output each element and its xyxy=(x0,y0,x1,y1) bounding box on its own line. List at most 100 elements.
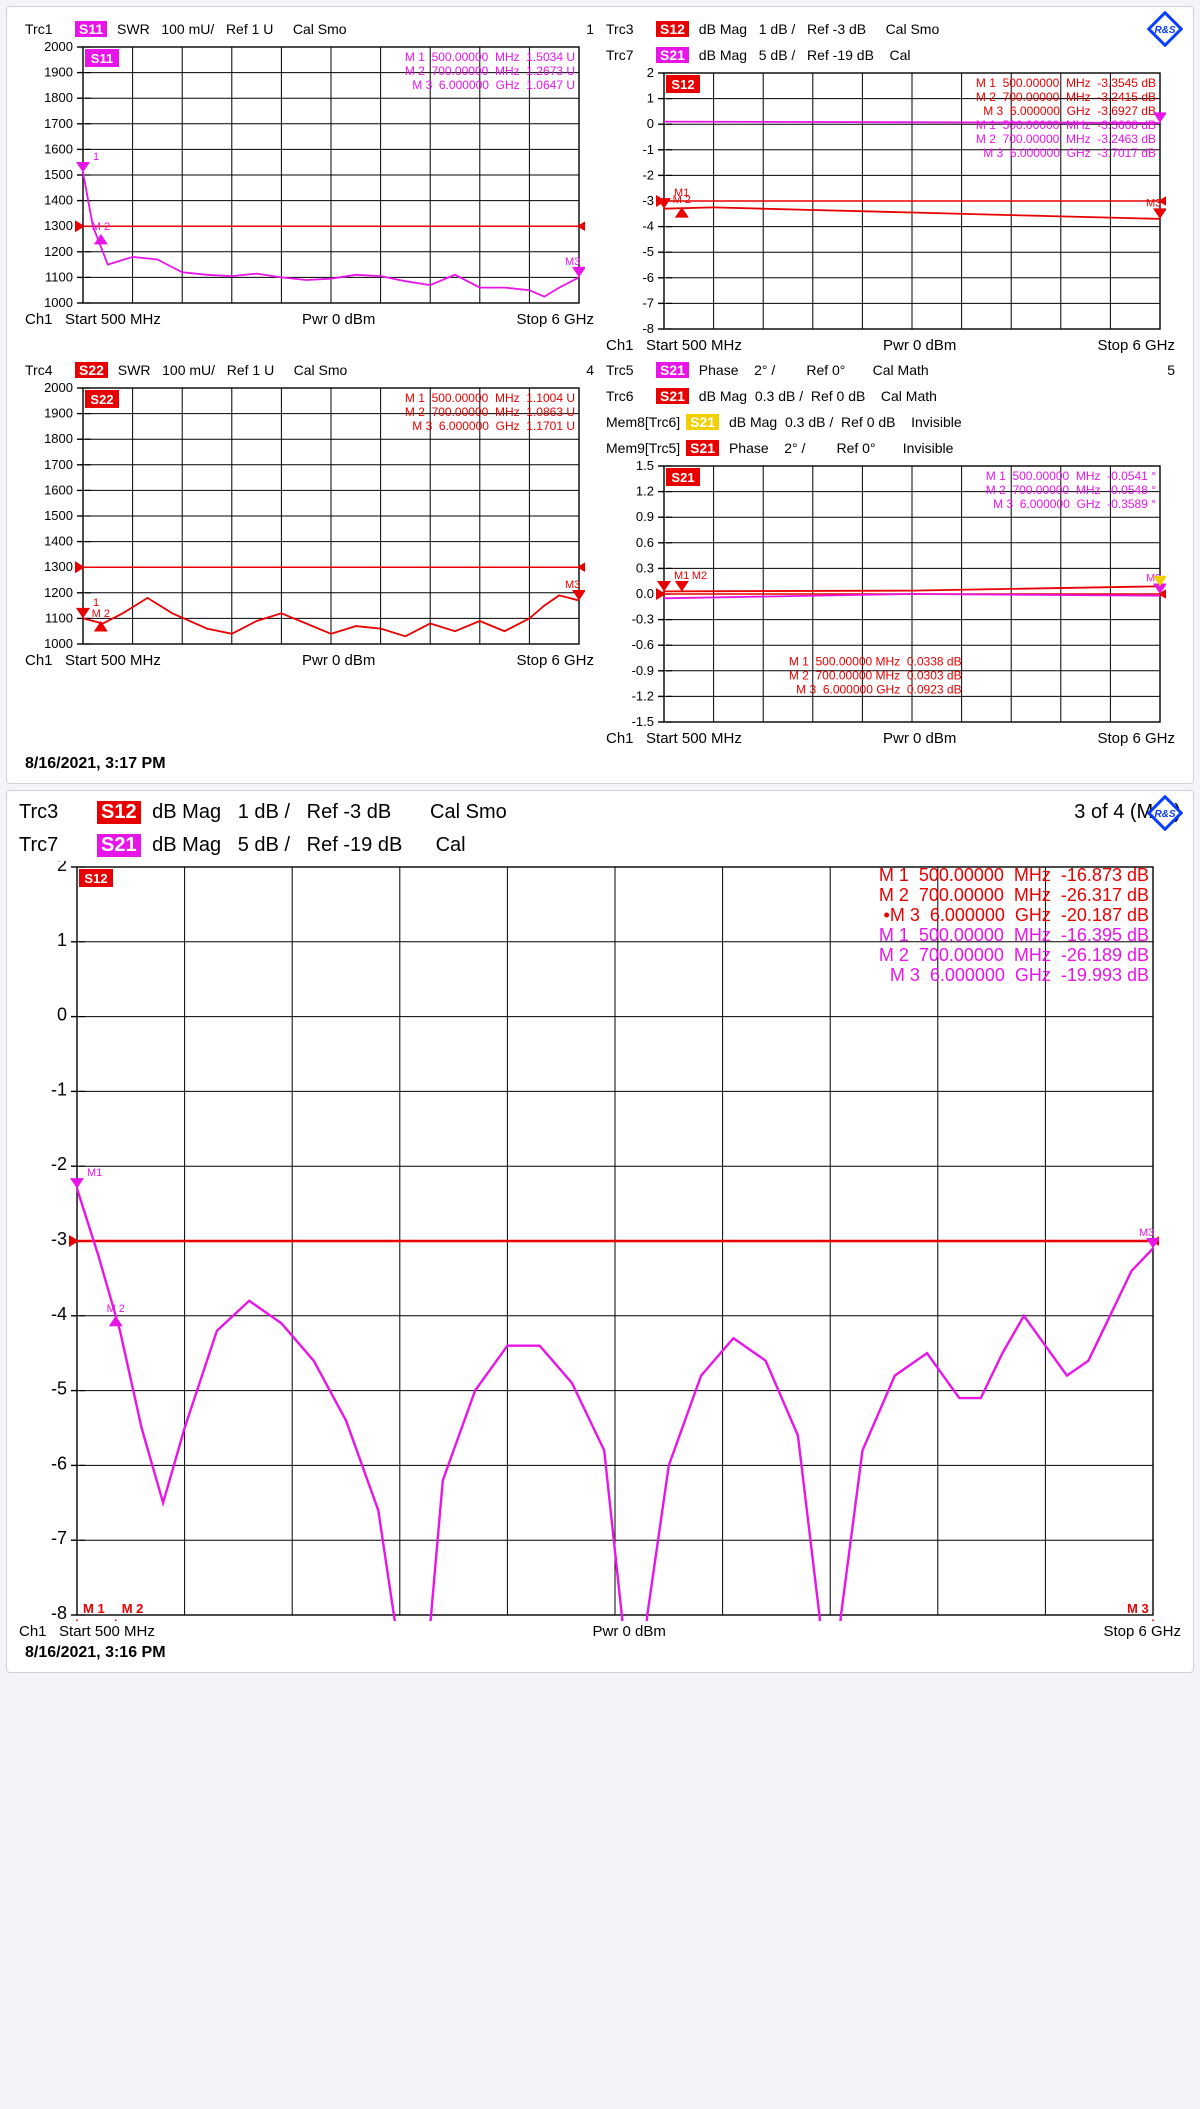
svg-text:1000: 1000 xyxy=(44,295,73,309)
svg-text:M3: M3 xyxy=(1139,1227,1154,1239)
s-param-badge: S22 xyxy=(75,362,108,378)
svg-text:-7: -7 xyxy=(642,295,654,310)
stop-label: Stop 6 GHz xyxy=(1103,1623,1181,1640)
svg-text:M 3 6.000000 GHz 0.0923 dB: M 3 6.000000 GHz 0.0923 dB xyxy=(796,683,961,697)
channel-label: Ch1 Start 500 MHz xyxy=(606,730,742,747)
svg-text:M3: M3 xyxy=(565,256,580,268)
svg-text:-1: -1 xyxy=(51,1079,67,1099)
svg-text:M1: M1 xyxy=(87,1167,102,1179)
svg-text:1600: 1600 xyxy=(44,141,73,156)
svg-text:0: 0 xyxy=(647,116,654,131)
svg-text:M 3 6.000000 GHz -3.7017 dB: M 3 6.000000 GHz -3.7017 dB xyxy=(983,146,1156,160)
trace-name: Trc1 xyxy=(25,21,69,37)
svg-text:M 1 500.00000 MHz -16.395 d: M 1 500.00000 MHz -16.395 dB xyxy=(879,925,1149,945)
svg-text:1400: 1400 xyxy=(44,534,73,549)
chart-s12-large: Trc3S12 dB Mag 1 dB / Ref -3 dB Cal Smo3… xyxy=(19,801,1181,1640)
svg-text:M 2: M 2 xyxy=(122,1601,144,1616)
svg-text:M 2: M 2 xyxy=(107,1303,125,1315)
svg-text:M 1 500.00000 MHz -3.3668 d: M 1 500.00000 MHz -3.3668 dB xyxy=(976,118,1156,132)
trace-settings: dB Mag 0.3 dB / Ref 0 dB Invisible xyxy=(725,414,962,430)
svg-text:1.2: 1.2 xyxy=(636,484,654,499)
trace-name: Trc4 xyxy=(25,362,69,378)
svg-text:M 2 700.00000 MHz 0.0303 dB: M 2 700.00000 MHz 0.0303 dB xyxy=(789,669,962,683)
svg-text:M 2: M 2 xyxy=(92,608,110,620)
svg-text:-0.6: -0.6 xyxy=(632,637,654,652)
trace-name: Trc3 xyxy=(606,21,650,37)
s-param-badge: S12 xyxy=(97,801,141,824)
svg-text:M1: M1 xyxy=(674,570,689,582)
trace-settings: SWR 100 mU/ Ref 1 U Cal Smo xyxy=(114,362,347,378)
svg-text:M 1 500.00000 MHz 1.5034 U: M 1 500.00000 MHz 1.5034 U xyxy=(405,50,575,64)
svg-text:M2: M2 xyxy=(692,570,707,582)
timestamp-top: 8/16/2021, 3:17 PM xyxy=(25,755,1181,773)
stop-label: Stop 6 GHz xyxy=(516,652,594,669)
power-label: Pwr 0 dBm xyxy=(883,337,956,354)
svg-text:-4: -4 xyxy=(642,219,654,234)
trace-header: Trc3S12 dB Mag 1 dB / Ref -3 dB Cal Smo3… xyxy=(19,801,1181,824)
svg-text:-7: -7 xyxy=(51,1528,67,1548)
svg-text:1000: 1000 xyxy=(44,636,73,650)
timestamp-bottom: 8/16/2021, 3:16 PM xyxy=(25,1644,1181,1662)
svg-text:M 2: M 2 xyxy=(92,221,110,233)
svg-text:M 2 700.00000 MHz -0.0548 °: M 2 700.00000 MHz -0.0548 ° xyxy=(986,483,1156,497)
svg-text:1100: 1100 xyxy=(45,269,73,284)
svg-text:M3: M3 xyxy=(565,579,580,591)
svg-text:1500: 1500 xyxy=(44,508,73,523)
svg-text:1: 1 xyxy=(57,930,67,950)
s-param-badge: S12 xyxy=(656,21,689,37)
chart-footer: Ch1 Start 500 MHz Pwr 0 dBm Stop 6 GHz xyxy=(606,337,1175,354)
svg-text:M 1: M 1 xyxy=(83,1601,105,1616)
svg-text:-8: -8 xyxy=(51,1603,67,1621)
svg-text:-6: -6 xyxy=(642,270,654,285)
panel-top: R&S Trc1 S11 SWR 100 mU/ Ref 1 U Cal Smo 1… xyxy=(6,6,1194,784)
svg-text:-5: -5 xyxy=(51,1379,67,1399)
rs-logo-icon: R&S xyxy=(1147,11,1183,50)
svg-text:1300: 1300 xyxy=(44,218,73,233)
svg-text:-3: -3 xyxy=(51,1229,67,1249)
s-param-badge: S21 xyxy=(686,440,719,456)
chart-header: Trc3S12 dB Mag 1 dB / Ref -3 dB Cal Smo3… xyxy=(606,21,1175,63)
svg-text:M 2: M 2 xyxy=(673,194,691,206)
trace-settings: Phase 2° / Ref 0° Cal Math xyxy=(695,362,929,378)
svg-text:-0.3: -0.3 xyxy=(632,612,654,627)
svg-text:M 2 700.00000 MHz -26.317 d: M 2 700.00000 MHz -26.317 dB xyxy=(879,885,1149,905)
svg-text:-1.5: -1.5 xyxy=(632,714,654,728)
svg-text:1200: 1200 xyxy=(44,585,73,600)
power-label: Pwr 0 dBm xyxy=(883,730,956,747)
trace-index: 1 xyxy=(586,21,594,37)
s-param-badge: S11 xyxy=(75,21,107,37)
power-label: Pwr 0 dBm xyxy=(302,652,375,669)
trace-name: Trc6 xyxy=(606,388,650,404)
svg-text:-2: -2 xyxy=(51,1154,67,1174)
svg-text:1100: 1100 xyxy=(45,610,73,625)
trace-header: Trc7S21 dB Mag 5 dB / Ref -19 dB Cal xyxy=(606,47,1175,63)
chart-footer: Ch1 Start 500 MHz Pwr 0 dBm Stop 6 GHz xyxy=(606,730,1175,747)
svg-text:M 1 500.00000 MHz 1.1004 U: M 1 500.00000 MHz 1.1004 U xyxy=(405,391,575,405)
svg-text:S22: S22 xyxy=(90,392,113,407)
svg-text:M 2 700.00000 MHz 1.2673 U: M 2 700.00000 MHz 1.2673 U xyxy=(405,64,575,78)
svg-text:1: 1 xyxy=(93,151,99,163)
svg-text:1600: 1600 xyxy=(44,482,73,497)
s-param-badge: S21 xyxy=(97,834,141,857)
svg-text:1400: 1400 xyxy=(44,193,73,208)
svg-text:M 2 700.00000 MHz -3.2463 d: M 2 700.00000 MHz -3.2463 dB xyxy=(976,132,1156,146)
svg-text:1900: 1900 xyxy=(44,65,73,80)
chart-footer: Ch1 Start 500 MHz Pwr 0 dBm Stop 6 GHz xyxy=(25,311,594,328)
chart-header: Trc1S11 SWR 100 mU/ Ref 1 U Cal Smo1 xyxy=(25,21,594,37)
svg-text:1700: 1700 xyxy=(44,116,73,131)
trace-header: Trc3S12 dB Mag 1 dB / Ref -3 dB Cal Smo3 xyxy=(606,21,1175,37)
svg-text:1.5: 1.5 xyxy=(636,460,654,473)
channel-label: Ch1 Start 500 MHz xyxy=(19,1623,155,1640)
chart-header: Trc3S12 dB Mag 1 dB / Ref -3 dB Cal Smo3… xyxy=(19,801,1181,857)
s-param-badge: S21 xyxy=(656,362,689,378)
chart-s22: Trc4S22 SWR 100 mU/ Ref 1 U Cal Smo41000… xyxy=(19,358,600,751)
svg-text:2: 2 xyxy=(647,67,654,80)
svg-text:0.9: 0.9 xyxy=(636,509,654,524)
channel-label: Ch1 Start 500 MHz xyxy=(25,652,161,669)
svg-text:1300: 1300 xyxy=(44,559,73,574)
svg-text:0: 0 xyxy=(57,1005,67,1025)
trace-header: Trc5S21 Phase 2° / Ref 0° Cal Math5 xyxy=(606,362,1175,378)
svg-text:0.0: 0.0 xyxy=(636,586,654,601)
trace-name: Trc7 xyxy=(19,834,91,857)
svg-text:R&S: R&S xyxy=(1154,809,1175,820)
